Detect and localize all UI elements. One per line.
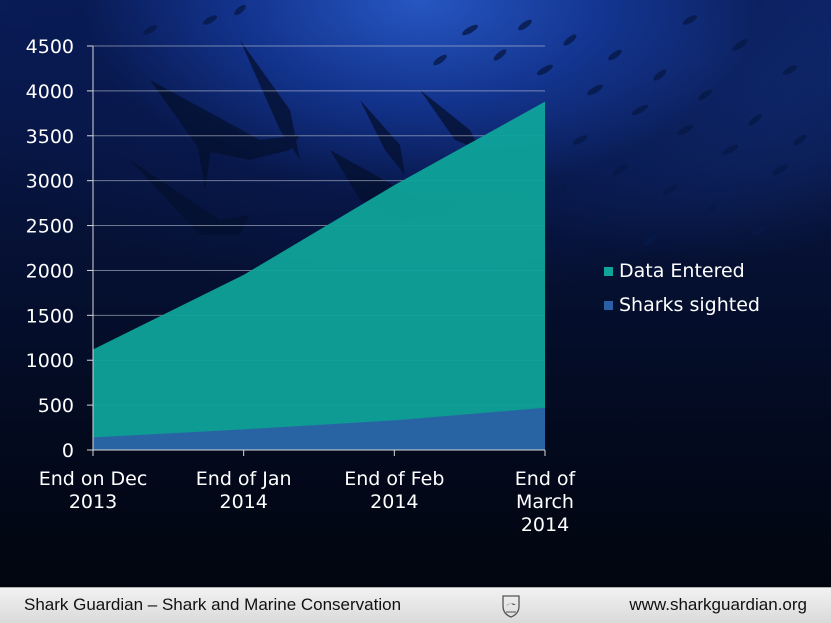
legend-swatch	[604, 300, 613, 310]
y-tick-label: 3500	[26, 126, 74, 148]
footer-organization-text: Shark Guardian – Shark and Marine Conser…	[24, 595, 402, 614]
chart-legend: Data Entered Sharks sighted	[604, 258, 760, 326]
legend-item-sharks-sighted: Sharks sighted	[604, 292, 760, 318]
y-tick-label: 4500	[26, 36, 74, 58]
legend-label: Data Entered	[619, 260, 745, 282]
shark-silhouette	[150, 80, 300, 160]
x-tick-label: End of Jan 2014	[196, 468, 292, 513]
footer-website-link[interactable]: www.sharkguardian.org	[629, 595, 807, 614]
x-tick-label: End of March 2014	[515, 468, 577, 536]
y-tick-label: 1000	[26, 350, 74, 372]
shark-silhouette	[130, 160, 250, 235]
legend-swatch	[604, 266, 613, 276]
legend-label: Sharks sighted	[619, 294, 760, 316]
y-axis-ticks: 0 500 1000 1500 2000 2500 3000 3500 4000 4500	[26, 36, 74, 462]
x-axis-ticks: End on Dec 2013 End of Jan 2014 End of Feb 20…	[39, 468, 577, 536]
y-tick-label: 2000	[26, 260, 74, 282]
shark-silhouette	[240, 40, 300, 160]
shark-guardian-logo-icon	[502, 595, 520, 618]
x-tick-label: End of Feb 2014	[344, 468, 444, 513]
shark-silhouette	[170, 100, 215, 190]
y-tick-label: 500	[38, 395, 74, 417]
y-tick-label: 2500	[26, 216, 74, 238]
y-tick-label: 1500	[26, 305, 74, 327]
y-tick-label: 4000	[26, 81, 74, 103]
shark-silhouette	[420, 90, 480, 150]
area-series	[92, 101, 546, 450]
footer-bar: Shark Guardian – Shark and Marine Conser…	[0, 587, 831, 623]
legend-item-data-entered: Data Entered	[604, 258, 760, 284]
x-tick-label: End on Dec 2013	[39, 468, 148, 513]
y-tick-label: 3000	[26, 171, 74, 193]
axes	[87, 45, 546, 456]
area-data-entered	[93, 101, 545, 450]
y-tick-label: 0	[62, 440, 74, 462]
area-sharks-sighted	[93, 407, 545, 450]
shark-silhouette	[360, 100, 405, 175]
